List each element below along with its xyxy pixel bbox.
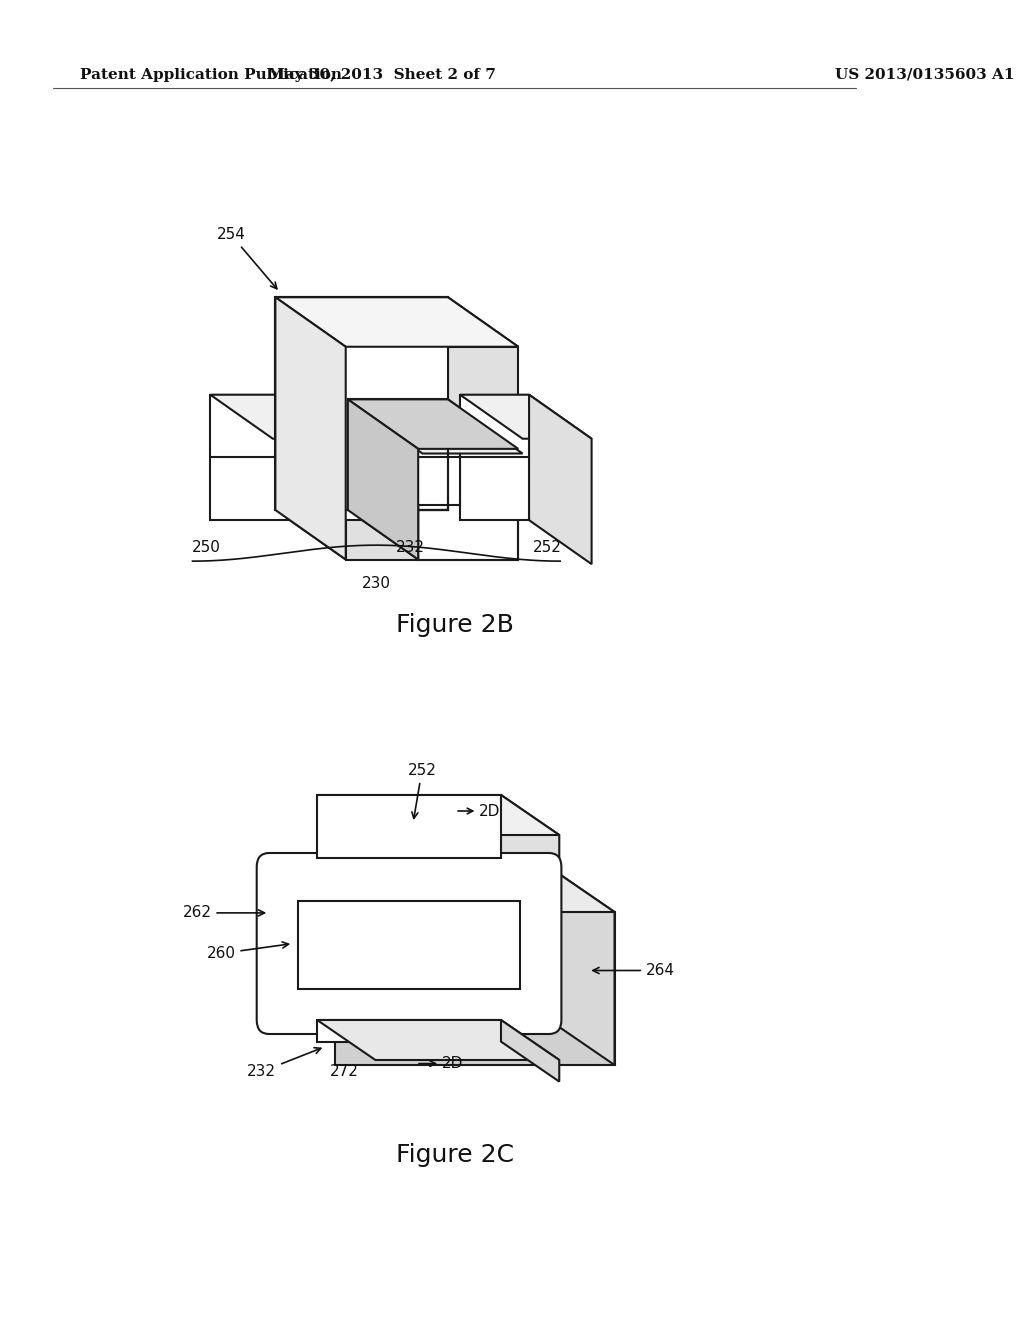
Polygon shape bbox=[529, 395, 592, 564]
Polygon shape bbox=[335, 912, 614, 1065]
Text: 252: 252 bbox=[532, 540, 561, 556]
Text: Patent Application Publication: Patent Application Publication bbox=[80, 69, 342, 82]
Text: 250: 250 bbox=[191, 540, 220, 556]
Text: 2D: 2D bbox=[479, 804, 501, 818]
FancyBboxPatch shape bbox=[257, 853, 561, 1034]
Text: 232: 232 bbox=[395, 540, 425, 556]
Polygon shape bbox=[317, 795, 559, 836]
Polygon shape bbox=[360, 409, 460, 506]
Text: 260: 260 bbox=[207, 942, 289, 961]
Polygon shape bbox=[269, 867, 614, 912]
PathPatch shape bbox=[275, 297, 447, 510]
Polygon shape bbox=[549, 867, 614, 1065]
Text: 254: 254 bbox=[216, 227, 276, 289]
Polygon shape bbox=[275, 297, 346, 560]
Polygon shape bbox=[348, 400, 418, 560]
Polygon shape bbox=[376, 836, 559, 898]
Polygon shape bbox=[298, 900, 520, 990]
Polygon shape bbox=[348, 400, 418, 560]
Text: 264: 264 bbox=[593, 964, 675, 978]
Polygon shape bbox=[501, 795, 559, 898]
Polygon shape bbox=[460, 395, 592, 438]
Text: May 30, 2013  Sheet 2 of 7: May 30, 2013 Sheet 2 of 7 bbox=[268, 69, 496, 82]
Text: 262: 262 bbox=[182, 906, 264, 920]
Polygon shape bbox=[460, 395, 529, 520]
Text: 232: 232 bbox=[247, 1048, 321, 1078]
PathPatch shape bbox=[275, 297, 447, 510]
Text: US 2013/0135603 A1: US 2013/0135603 A1 bbox=[835, 69, 1015, 82]
Polygon shape bbox=[210, 395, 360, 520]
Text: Figure 2C: Figure 2C bbox=[396, 1143, 514, 1167]
Polygon shape bbox=[210, 395, 423, 438]
Polygon shape bbox=[348, 400, 518, 449]
Text: 230: 230 bbox=[361, 576, 391, 591]
Polygon shape bbox=[317, 1020, 501, 1041]
Text: 2D: 2D bbox=[442, 1056, 463, 1071]
Text: 252: 252 bbox=[408, 763, 436, 818]
Polygon shape bbox=[275, 297, 518, 347]
Text: Figure 2B: Figure 2B bbox=[396, 614, 514, 638]
Polygon shape bbox=[275, 297, 346, 560]
Polygon shape bbox=[360, 409, 522, 454]
Polygon shape bbox=[501, 1020, 559, 1081]
Polygon shape bbox=[348, 400, 518, 449]
Polygon shape bbox=[317, 1020, 559, 1060]
Polygon shape bbox=[275, 297, 518, 347]
Polygon shape bbox=[317, 795, 501, 858]
Text: 272: 272 bbox=[331, 1064, 359, 1078]
PathPatch shape bbox=[346, 347, 518, 560]
